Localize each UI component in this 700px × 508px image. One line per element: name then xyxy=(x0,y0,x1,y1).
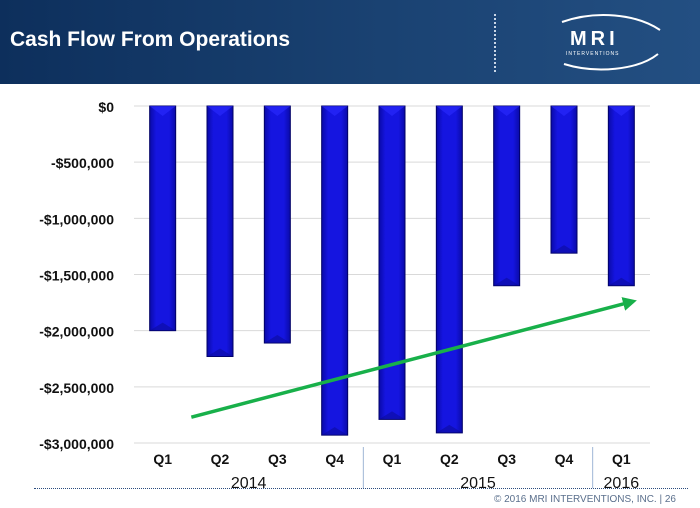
bar xyxy=(206,105,234,358)
x-tick-label: Q4 xyxy=(555,451,574,467)
y-tick-label: -$1,000,000 xyxy=(39,211,114,227)
bar-top-bevel xyxy=(321,106,348,116)
y-tick-label: -$500,000 xyxy=(51,155,114,171)
x-tick-label: Q1 xyxy=(153,451,172,467)
bar xyxy=(435,105,463,434)
bar-top-bevel xyxy=(493,106,520,116)
x-tick-label: Q4 xyxy=(325,451,344,467)
x-tick-label: Q3 xyxy=(497,451,516,467)
y-tick-label: -$3,000,000 xyxy=(39,436,114,452)
bar xyxy=(493,105,521,287)
bar xyxy=(321,105,349,436)
bar-top-bevel xyxy=(207,106,233,116)
x-tick-label: Q2 xyxy=(211,451,230,467)
x-tick-label: Q1 xyxy=(612,451,631,467)
y-tick-label: $0 xyxy=(98,99,114,115)
bar xyxy=(378,105,406,420)
bar-top-bevel xyxy=(264,106,291,116)
bar-bottom-bevel xyxy=(207,348,233,357)
bar-bottom-bevel xyxy=(149,322,176,331)
bar-bottom-bevel xyxy=(436,424,463,433)
trend-arrow xyxy=(190,297,637,419)
x-tick-label: Q1 xyxy=(383,451,402,467)
logo-swoosh-icon xyxy=(561,14,661,71)
x-tick-label: Q3 xyxy=(268,451,287,467)
bar xyxy=(550,105,578,254)
logo-name: MRI xyxy=(570,28,619,50)
bar-top-bevel xyxy=(149,106,176,116)
bar-bottom-bevel xyxy=(551,245,577,254)
footer-copyright: © 2016 MRI INTERVENTIONS, INC. | 26 xyxy=(493,494,676,505)
bar-top-bevel xyxy=(379,106,405,116)
logo-subtitle: INTERVENTIONS xyxy=(566,51,620,57)
page-title: Cash Flow From Operations xyxy=(10,28,291,51)
y-tick-label: -$2,000,000 xyxy=(39,324,114,340)
bar-bottom-bevel xyxy=(379,411,405,420)
x-tick-label: Q2 xyxy=(440,451,459,467)
bar-top-bevel xyxy=(608,106,635,116)
year-label: 2014 xyxy=(231,475,267,492)
header-divider xyxy=(494,14,496,72)
bar xyxy=(607,105,635,287)
bar xyxy=(149,105,177,332)
year-label: 2015 xyxy=(460,475,496,492)
bar-bottom-bevel xyxy=(321,427,348,436)
year-label: 2016 xyxy=(604,475,640,492)
footer-divider xyxy=(34,488,688,489)
slide-header: Cash Flow From Operations MRI INTERVENTI… xyxy=(0,0,700,84)
bar-top-bevel xyxy=(436,106,463,116)
bar-top-bevel xyxy=(551,106,577,116)
bar-bottom-bevel xyxy=(608,277,635,286)
bar xyxy=(263,105,291,344)
bar-bottom-bevel xyxy=(264,335,291,344)
y-tick-label: -$1,500,000 xyxy=(39,268,114,284)
company-logo: MRI INTERVENTIONS xyxy=(556,12,666,72)
bar-bottom-bevel xyxy=(493,277,520,286)
y-tick-label: -$2,500,000 xyxy=(39,380,114,396)
